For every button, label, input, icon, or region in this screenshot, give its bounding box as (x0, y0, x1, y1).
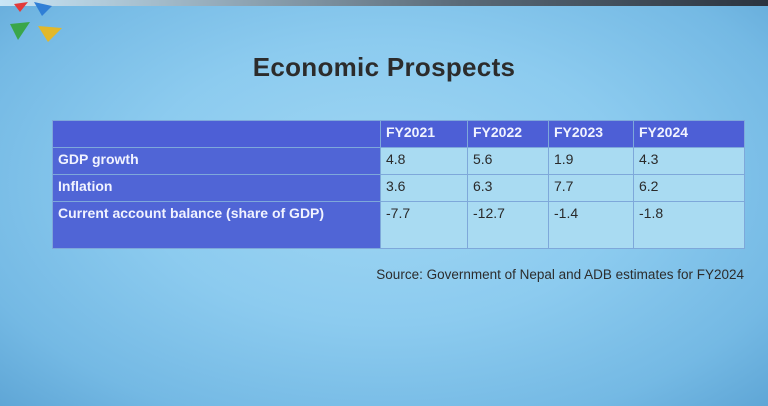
table-row-gdp-growth: GDP growth 4.8 5.6 1.9 4.3 (52, 147, 745, 175)
table-cell: 4.3 (633, 147, 745, 175)
top-edge-bar (0, 0, 768, 6)
colored-arrows-logo-icon (10, 2, 62, 42)
table-cell: -12.7 (467, 201, 549, 249)
slide-title: Economic Prospects (252, 52, 516, 82)
table-cell: -7.7 (380, 201, 468, 249)
table-header-row: FY2021 FY2022 FY2023 FY2024 (52, 120, 745, 148)
table-row-current-account: Current account balance (share of GDP) -… (52, 201, 745, 249)
table-cell: -1.8 (633, 201, 745, 249)
economic-data-table: FY2021 FY2022 FY2023 FY2024 GDP growth 4… (52, 120, 745, 249)
table-cell: 1.9 (548, 147, 634, 175)
table-cell: -1.4 (548, 201, 634, 249)
source-note: Source: Government of Nepal and ADB esti… (376, 267, 744, 282)
table-cell: 7.7 (548, 174, 634, 202)
table-cell: 6.3 (467, 174, 549, 202)
column-header-fy2022: FY2022 (467, 120, 549, 148)
table-cell: 5.6 (467, 147, 549, 175)
table-cell: 6.2 (633, 174, 745, 202)
table-cell: 3.6 (380, 174, 468, 202)
table-row-inflation: Inflation 3.6 6.3 7.7 6.2 (52, 174, 745, 202)
column-header-fy2023: FY2023 (548, 120, 634, 148)
header-corner-cell (52, 120, 381, 148)
row-label: Inflation (52, 174, 381, 202)
row-label: GDP growth (52, 147, 381, 175)
row-label: Current account balance (share of GDP) (52, 201, 381, 249)
table-cell: 4.8 (380, 147, 468, 175)
column-header-fy2021: FY2021 (380, 120, 468, 148)
column-header-fy2024: FY2024 (633, 120, 745, 148)
